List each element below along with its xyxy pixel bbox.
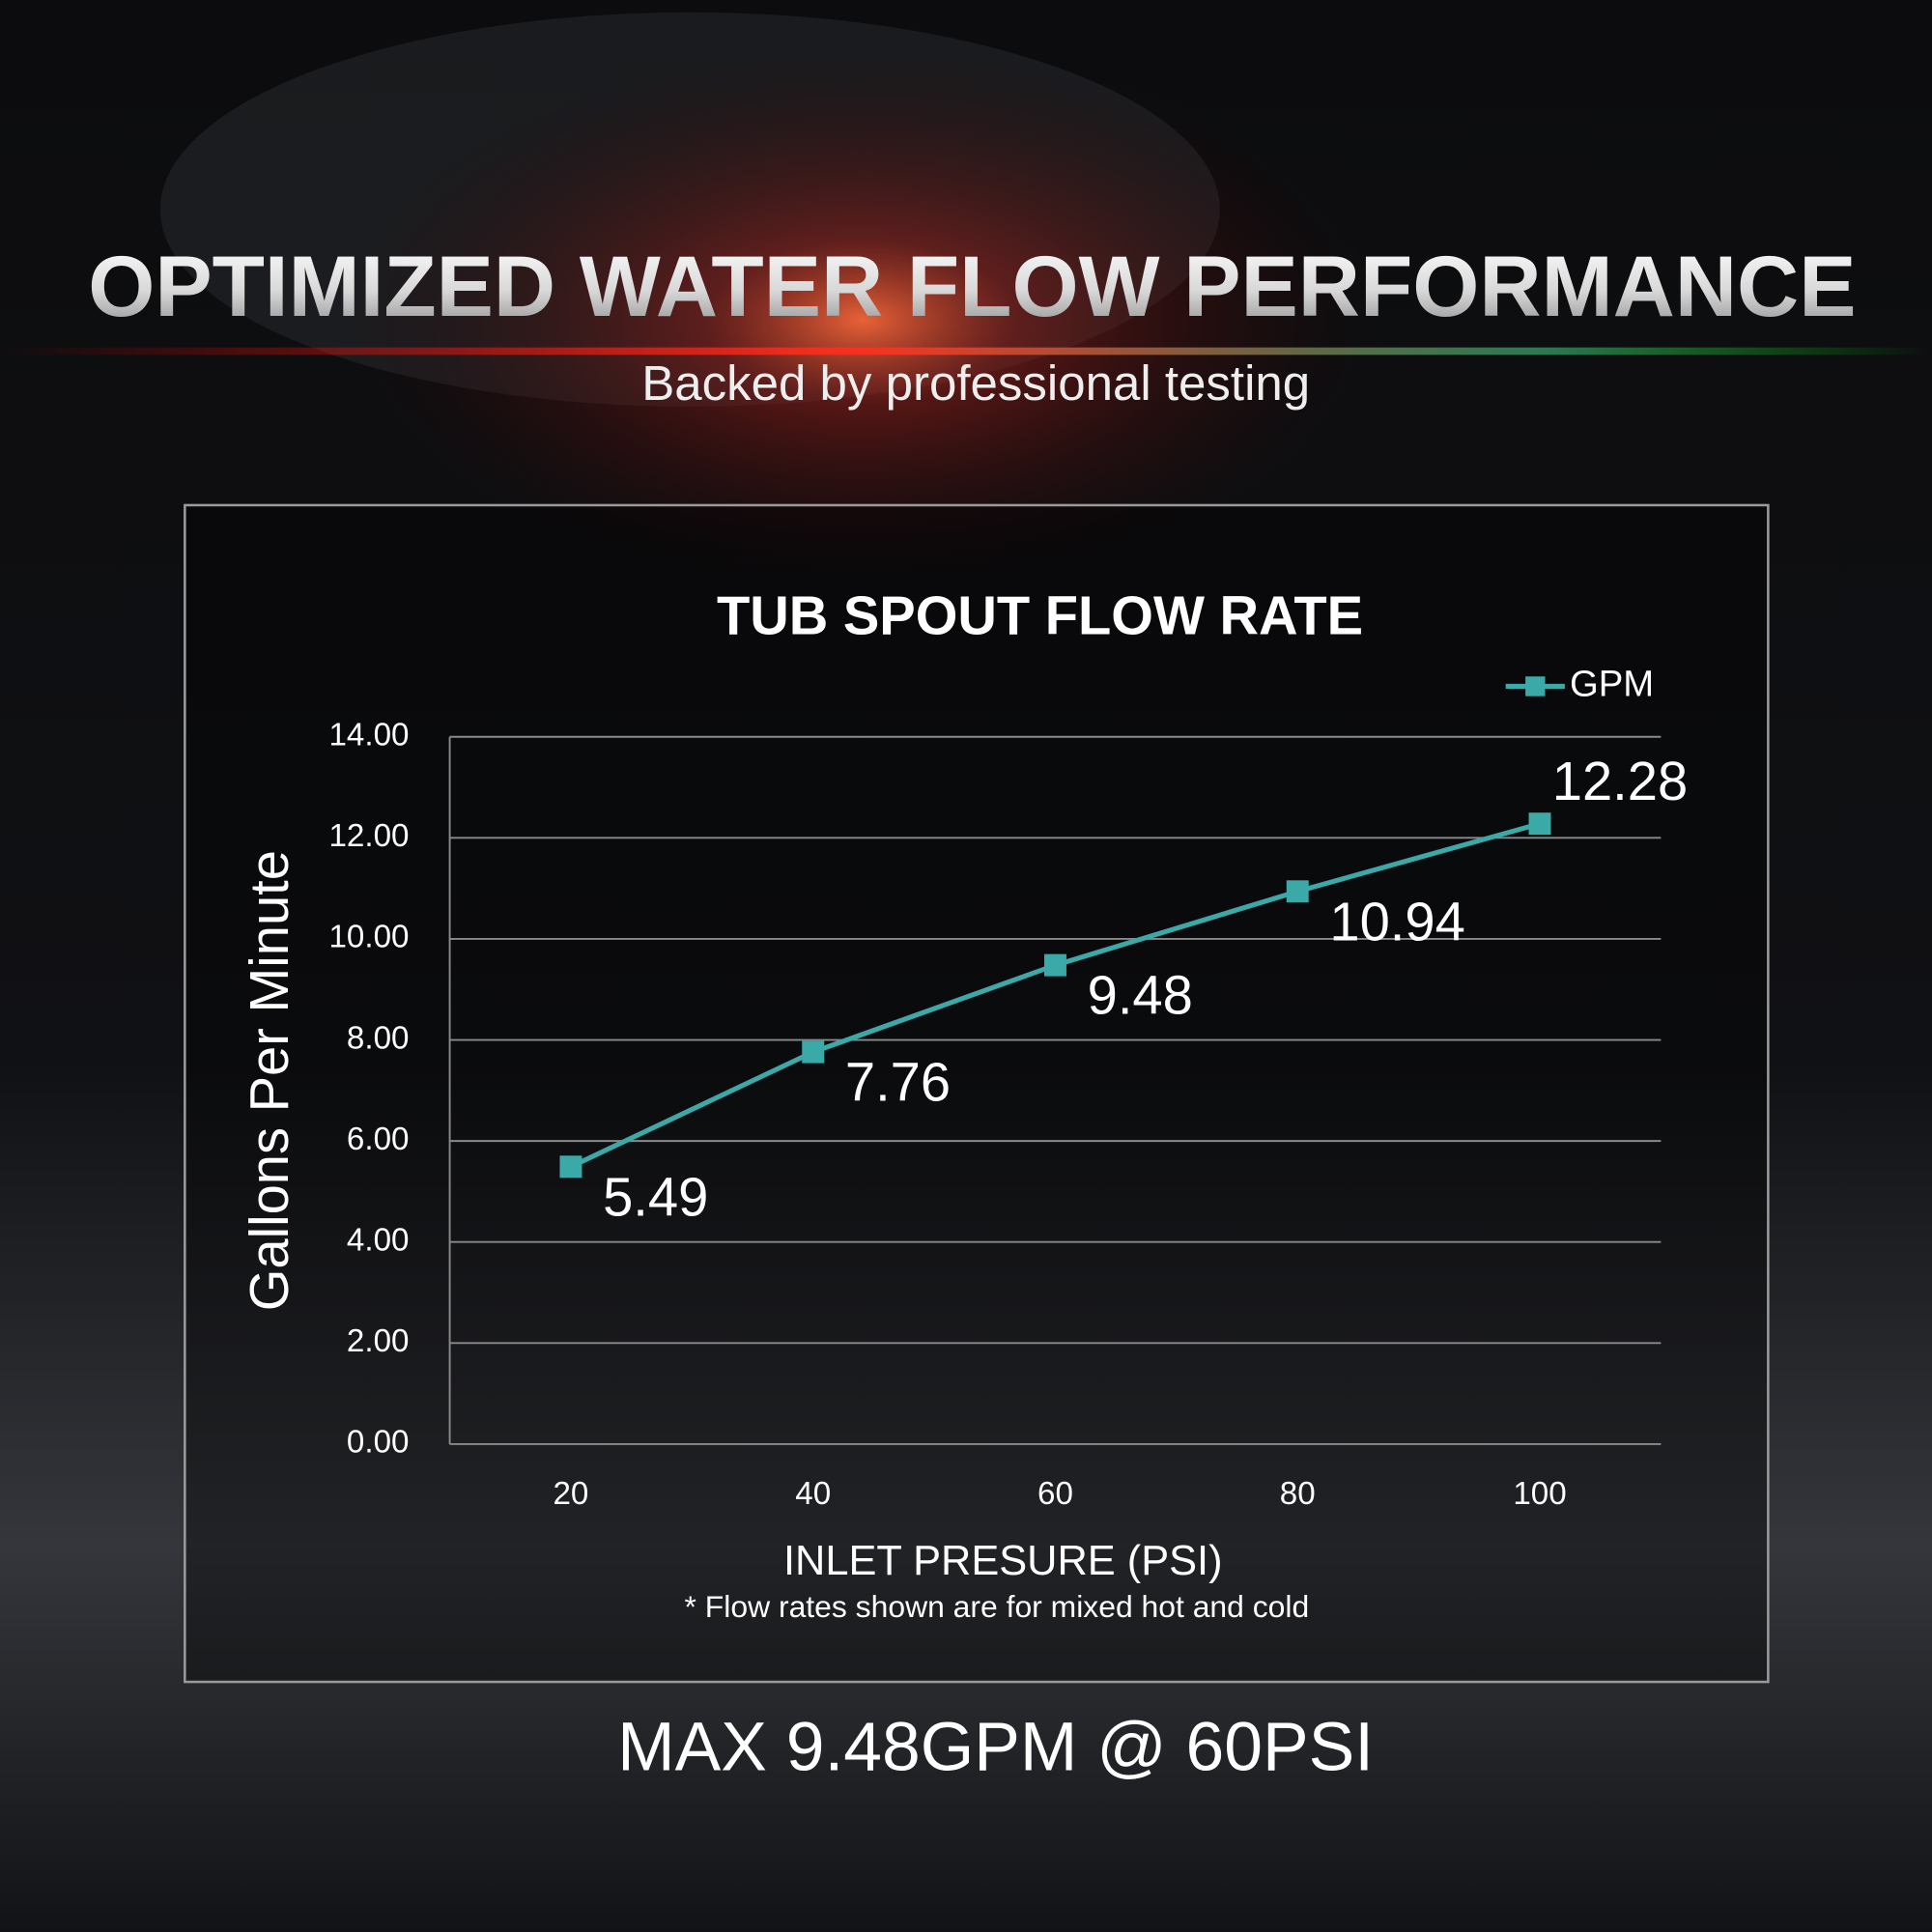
data-point	[1043, 953, 1066, 977]
x-axis-label: INLET PRESURE (PSI)	[783, 1538, 1223, 1584]
data-point	[1528, 812, 1551, 836]
x-tick-label: 100	[1513, 1476, 1566, 1512]
data-label: 10.94	[1329, 891, 1464, 952]
legend-marker	[1525, 676, 1546, 696]
chart-title: TUB SPOUT FLOW RATE	[717, 584, 1363, 645]
legend-label: GPM	[1570, 664, 1654, 705]
data-label: 12.28	[1552, 751, 1688, 811]
footer-text: MAX 9.48GPM @ 60PSI	[617, 1709, 1374, 1786]
data-label: 7.76	[845, 1052, 951, 1113]
y-tick-label: 8.00	[347, 1020, 410, 1056]
glow	[345, 49, 1380, 592]
x-tick-label: 80	[1280, 1476, 1316, 1512]
data-point	[802, 1040, 825, 1064]
x-tick-label: 40	[795, 1476, 831, 1512]
y-tick-label: 14.00	[328, 718, 409, 753]
chart-frame	[184, 503, 1770, 1684]
page-subtitle: Backed by professional testing	[641, 355, 1310, 411]
y-tick-label: 4.00	[347, 1222, 410, 1258]
data-point	[559, 1155, 582, 1179]
x-tick-label: 20	[553, 1476, 588, 1512]
y-tick-label: 10.00	[328, 920, 409, 955]
y-tick-label: 0.00	[347, 1425, 410, 1461]
data-label: 9.48	[1088, 965, 1193, 1026]
data-label: 5.49	[603, 1166, 708, 1227]
y-tick-label: 6.00	[347, 1122, 410, 1157]
light-streak	[0, 347, 1932, 355]
page-title: OPTIMIZED WATER FLOW PERFORMANCE	[88, 238, 1856, 334]
x-tick-label: 60	[1037, 1476, 1073, 1512]
y-axis-label: Gallons Per Minute	[239, 850, 299, 1311]
footnote: * Flow rates shown are for mixed hot and…	[685, 1589, 1310, 1624]
y-tick-label: 12.00	[328, 818, 409, 854]
data-point	[1286, 880, 1309, 903]
y-tick-label: 2.00	[347, 1323, 410, 1359]
